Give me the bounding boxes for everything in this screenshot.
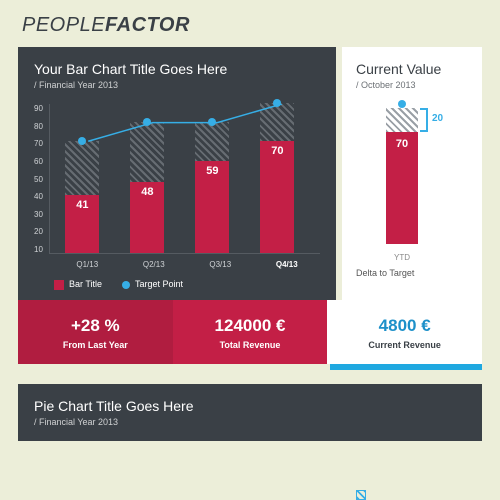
current-legend: Delta to Target xyxy=(356,268,468,278)
delta-hatch xyxy=(386,108,418,132)
delta-label: 20 xyxy=(432,113,443,124)
current-bar: 70 xyxy=(386,132,418,244)
current-title: Current Value xyxy=(356,61,468,77)
brand-part1: PEOPLE xyxy=(22,14,105,36)
stat-from-last-year: +28 % From Last Year xyxy=(18,300,173,364)
current-xlabel: YTD xyxy=(386,253,418,262)
bar-chart-yaxis: 102030405060708090 xyxy=(34,104,49,254)
current-target-dot xyxy=(398,100,406,108)
brand-part2: FACTOR xyxy=(105,14,190,36)
pie-chart-subtitle: / Financial Year 2013 xyxy=(34,417,466,427)
bar-chart-xaxis: Q1/13Q2/13Q3/13Q4/13 xyxy=(54,260,320,269)
current-mini-chart: 70 20 YTD xyxy=(356,104,468,264)
current-value-panel: Current Value / October 2013 70 20 YTD D… xyxy=(342,47,482,300)
legend-target: Target Point xyxy=(122,279,183,289)
bar-chart-legend: Bar Title Target Point xyxy=(54,279,320,290)
bar-chart-panel: Your Bar Chart Title Goes Here / Financi… xyxy=(18,47,336,300)
pie-chart-panel: Pie Chart Title Goes Here / Financial Ye… xyxy=(18,384,482,441)
pie-chart-title: Pie Chart Title Goes Here xyxy=(34,398,466,414)
legend-bar: Bar Title xyxy=(54,279,102,290)
bar-chart-subtitle: / Financial Year 2013 xyxy=(34,80,320,90)
accent-bar xyxy=(330,364,482,370)
delta-bracket xyxy=(422,108,428,132)
current-subtitle: / October 2013 xyxy=(356,80,468,90)
bar-chart-plot: 41485970 xyxy=(49,104,320,254)
brand-logo: PEOPLEFACTOR xyxy=(0,0,500,47)
bar-chart-title: Your Bar Chart Title Goes Here xyxy=(34,61,320,77)
stat-total-revenue: 124000 € Total Revenue xyxy=(173,300,328,364)
stats-row: +28 % From Last Year 124000 € Total Reve… xyxy=(0,300,500,364)
stat-current-revenue: 4800 € Current Revenue xyxy=(327,300,482,364)
